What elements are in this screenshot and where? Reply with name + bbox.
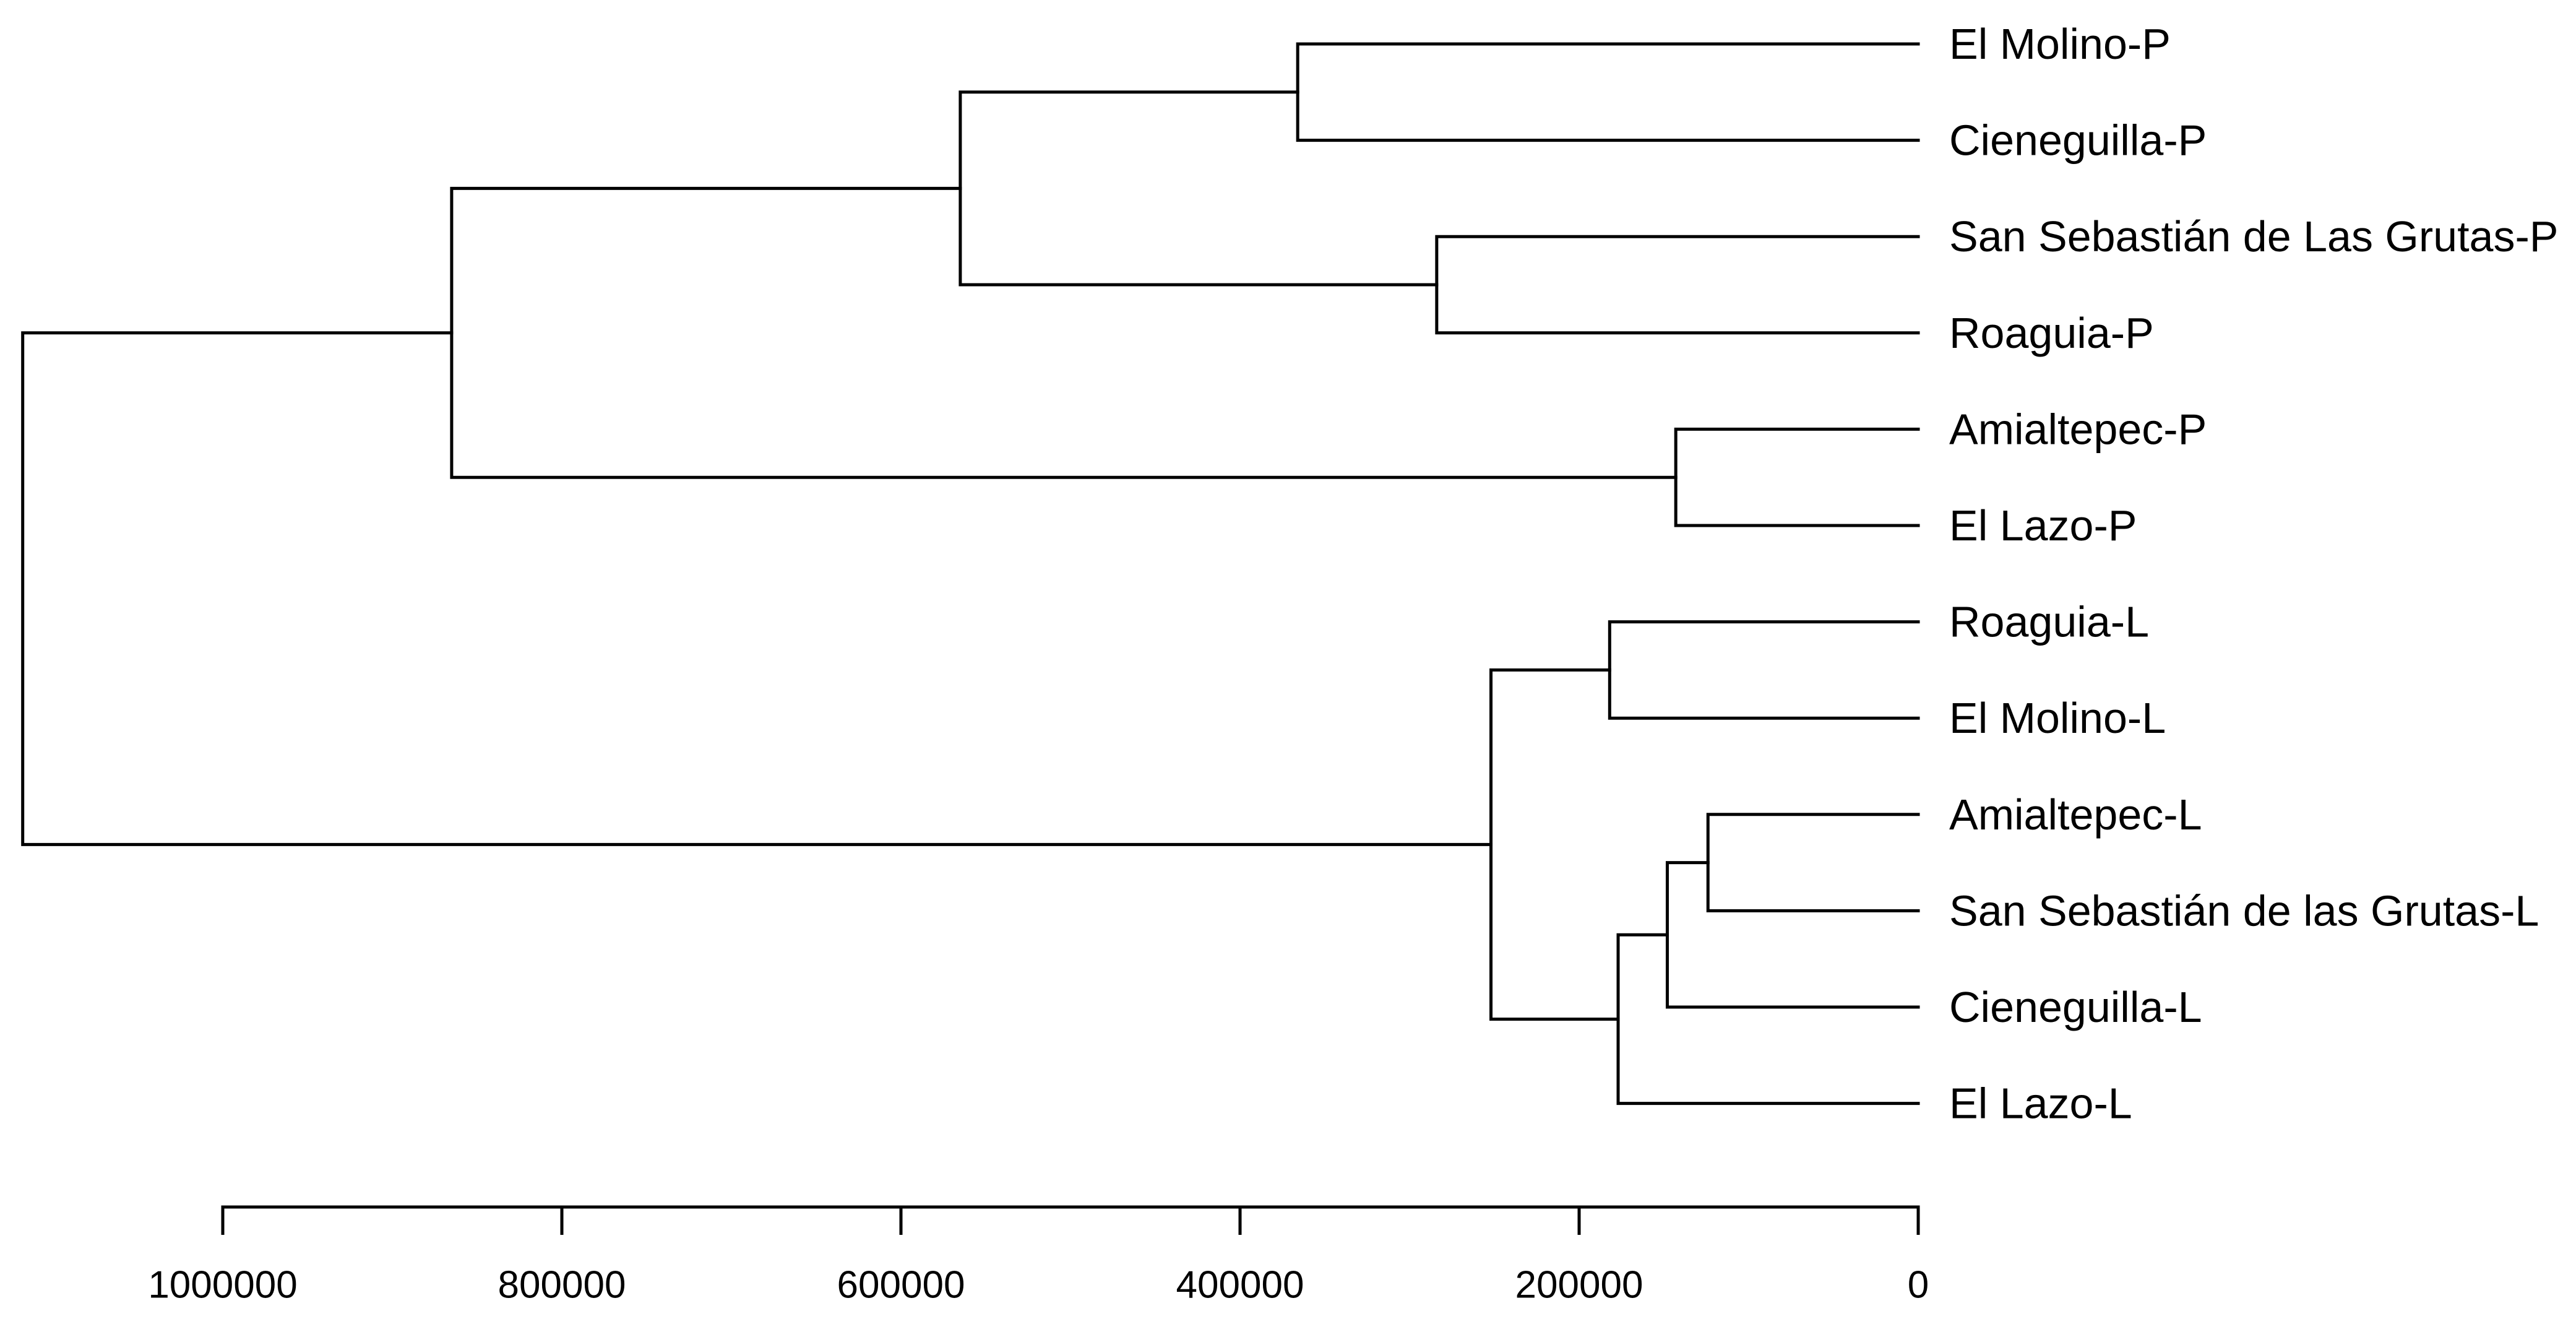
leaf-label: Amialtepec-L bbox=[1949, 790, 2202, 839]
cluster-link bbox=[1674, 427, 1920, 527]
axis-tick-label: 400000 bbox=[1176, 1264, 1304, 1307]
leaf-label: Cieneguilla-L bbox=[1949, 983, 2202, 1031]
cluster-link bbox=[1296, 42, 1920, 142]
leaf-label: El Molino-P bbox=[1949, 20, 2171, 68]
cluster-link bbox=[21, 331, 1493, 846]
cluster-link bbox=[1665, 861, 1920, 1009]
leaf-label: Amialtepec-P bbox=[1949, 405, 2207, 453]
leaf-label: El Molino-L bbox=[1949, 694, 2166, 742]
leaf-label: San Sebastián de las Grutas-L bbox=[1949, 886, 2539, 935]
leaf-label: San Sebastián de Las Grutas-P bbox=[1949, 212, 2558, 261]
axis-tick-label: 600000 bbox=[837, 1264, 965, 1307]
cluster-link bbox=[1435, 235, 1920, 335]
leaf-label: El Lazo-P bbox=[1949, 501, 2137, 550]
cluster-link bbox=[1706, 813, 1920, 912]
axis-tick-label: 0 bbox=[1908, 1264, 1929, 1307]
leaf-label: Roaguia-P bbox=[1949, 309, 2154, 357]
distance-axis: 1000000 800000 600000 400000 200000 0 bbox=[148, 1205, 1929, 1307]
leaf-label: Roaguia-L bbox=[1949, 598, 2149, 646]
leaf-labels: El Molino-P Cieneguilla-P San Sebastián de… bbox=[1949, 20, 2558, 1128]
cluster-link bbox=[958, 90, 1439, 287]
axis-tick-label: 1000000 bbox=[148, 1264, 297, 1307]
leaf-label: Cieneguilla-P bbox=[1949, 116, 2207, 165]
axis-tick-label: 800000 bbox=[498, 1264, 626, 1307]
cluster-link bbox=[1489, 668, 1620, 1021]
tree-lines bbox=[21, 42, 1920, 1105]
axis-tick-label: 200000 bbox=[1515, 1264, 1643, 1307]
cluster-link bbox=[1608, 620, 1920, 720]
cluster-link bbox=[1616, 933, 1920, 1105]
leaf-label: El Lazo-L bbox=[1949, 1080, 2132, 1128]
